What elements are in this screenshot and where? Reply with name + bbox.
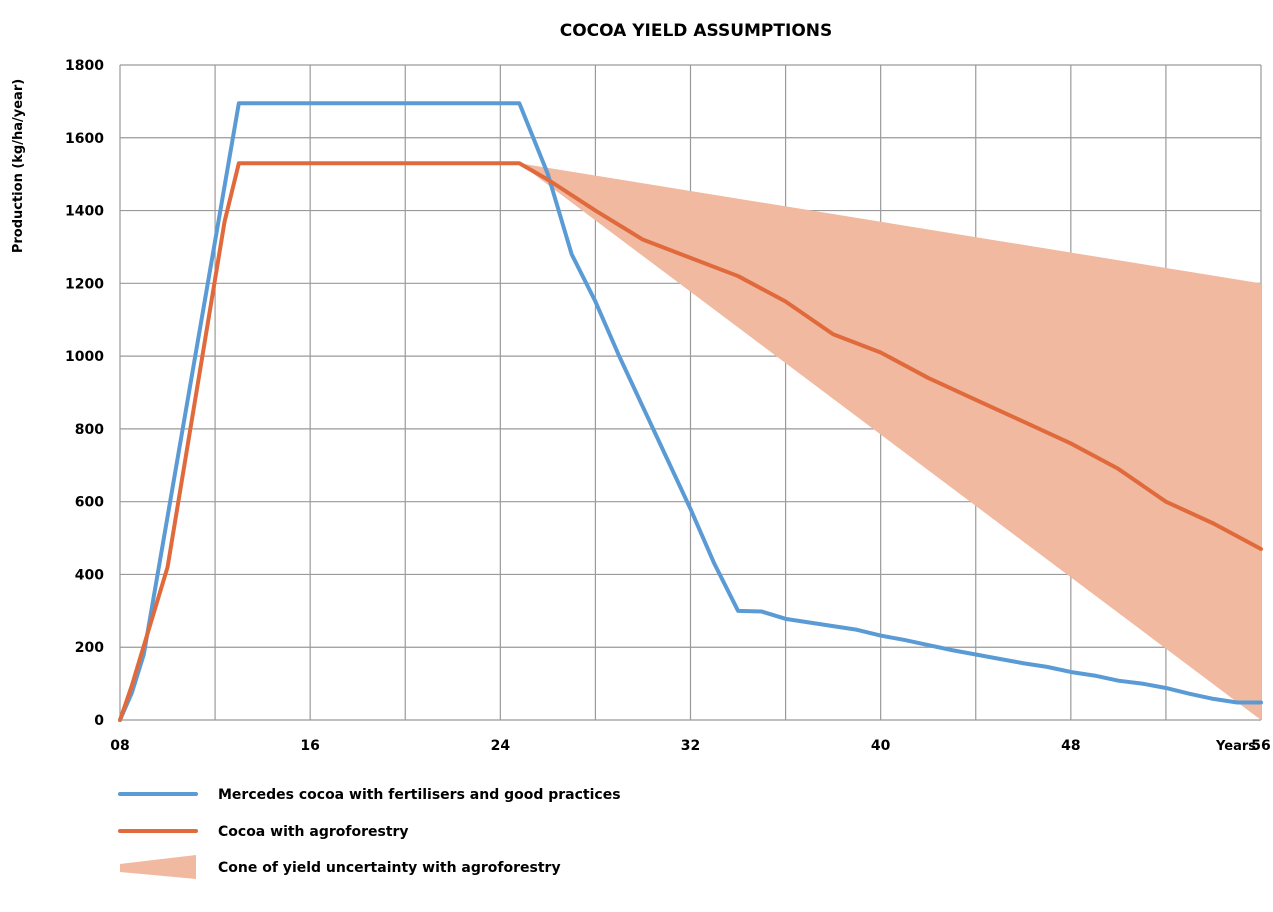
agroforestry-cocoa-line bbox=[118, 161, 1263, 722]
x-axis-label: Years bbox=[1215, 739, 1256, 754]
y-tick-label: 200 bbox=[75, 640, 104, 656]
y-tick-label: 1200 bbox=[65, 276, 104, 292]
y-tick-label: 1600 bbox=[65, 131, 104, 147]
legend-label: Cone of yield uncertainty with agrofores… bbox=[218, 860, 561, 876]
legend-swatch-cone bbox=[120, 855, 196, 879]
mercedes-cocoa-line bbox=[118, 101, 1263, 722]
y-axis-ticks: 0 200 400 600 800 1000 1200 1400 1600 1800 bbox=[65, 58, 104, 729]
x-tick-label: 16 bbox=[300, 738, 319, 754]
x-tick-label: 48 bbox=[1061, 738, 1080, 754]
x-tick-label: 32 bbox=[681, 738, 700, 754]
y-tick-label: 600 bbox=[75, 495, 104, 511]
series-layer bbox=[118, 101, 1263, 722]
legend-label: Cocoa with agroforestry bbox=[218, 824, 409, 840]
y-tick-label: 1000 bbox=[65, 349, 104, 365]
x-tick-label: 08 bbox=[110, 738, 129, 754]
y-tick-label: 1400 bbox=[65, 204, 104, 220]
y-tick-label: 0 bbox=[94, 713, 104, 729]
x-tick-label: 56 bbox=[1251, 738, 1270, 754]
y-tick-label: 800 bbox=[75, 422, 104, 438]
legend: Mercedes cocoa with fertilisers and good… bbox=[118, 787, 621, 879]
x-tick-label: 40 bbox=[871, 738, 891, 754]
x-axis-ticks: 08 16 24 32 40 48 56 bbox=[110, 738, 1270, 754]
uncertainty-cone-area bbox=[519, 163, 1261, 720]
y-tick-label: 400 bbox=[75, 567, 104, 583]
chart-title: COCOA YIELD ASSUMPTIONS bbox=[560, 21, 833, 41]
y-tick-label: 1800 bbox=[65, 58, 104, 74]
x-tick-label: 24 bbox=[491, 738, 511, 754]
legend-label: Mercedes cocoa with fertilisers and good… bbox=[218, 787, 621, 803]
y-axis-label: Production (kg/ha/year) bbox=[11, 79, 26, 253]
